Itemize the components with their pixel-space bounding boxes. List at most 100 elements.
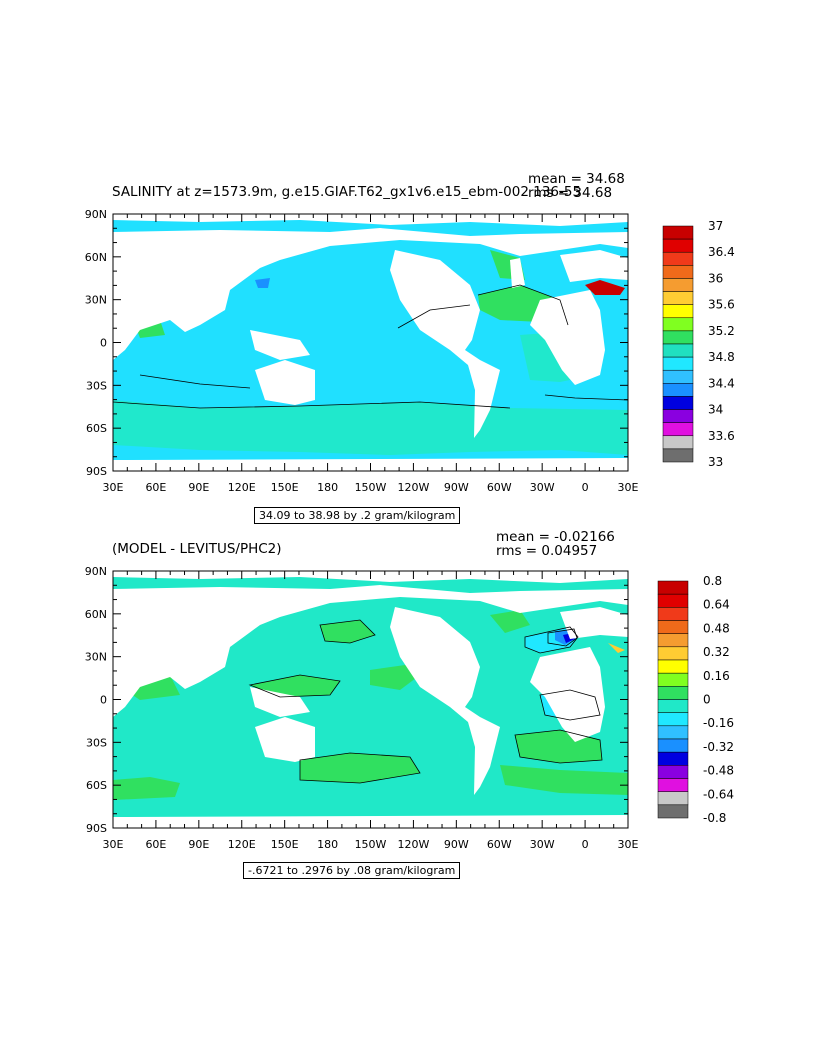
americas-land [390,250,500,438]
positive-anomaly-region [300,753,420,783]
salinity-map: 30E 60E 90E 120E 150E 180 150W 120W 90W 60W 30W 0 30… [85,208,735,494]
y-tick-label: 30S [86,379,107,392]
legend-label: 34.4 [708,376,735,390]
legend-swatch [657,580,689,595]
contour-line [397,304,471,329]
australia-land [255,360,315,405]
x-tick-label: 150E [271,481,299,494]
x-tick-label: 90W [444,838,469,851]
legend-label: -0.48 [703,764,734,778]
x-tick-label: 30E [103,838,124,851]
x-tick-label: 60W [487,481,512,494]
legend-label: 33.6 [708,429,735,443]
legend-swatch [657,646,689,661]
y-tick-label: 30N [85,294,107,307]
contour-line [524,626,579,654]
legend-swatch [657,778,689,792]
x-tick-label: 180 [317,481,338,494]
legend-swatch [662,251,694,266]
legend-label: -0.8 [703,811,726,825]
y-axis-ticks: 90N 60N 30N 0 30S 60S 90S [85,565,628,835]
x-tick-label: 90E [188,838,209,851]
x-tick-label: 0 [582,481,589,494]
y-tick-label: 60S [86,422,107,435]
africa-land [530,290,605,385]
salinity-panel: mean = 34.68 rms = 34.68 SALINITY at z=1… [0,160,818,530]
legend-label: 0.64 [703,598,730,612]
mediterranean-anomaly [608,643,625,653]
x-tick-label: 60W [487,838,512,851]
contour-line [112,401,511,409]
africa-land [530,647,605,742]
legend-label: -0.32 [703,740,734,754]
indonesia-land [250,330,310,360]
contour-line [248,674,341,698]
legend-label: -0.16 [703,716,734,730]
x-tick-label: 30E [618,838,639,851]
panel-title: SALINITY at z=1573.9m, g.e15.GIAF.T62_gx… [112,184,582,200]
positive-anomaly-region [113,777,180,800]
legend-swatch [662,448,694,463]
x-tick-label: 90W [444,481,469,494]
rms-label: rms = 34.68 [528,185,613,201]
legend-swatch [662,409,694,423]
legend-label: 34 [708,403,723,417]
legend-swatch [662,238,694,253]
x-tick-label: 60E [145,838,166,851]
x-tick-label: 150W [355,838,387,851]
indonesia-land [250,687,310,717]
legend-label: 35.2 [708,324,735,338]
mediterranean-outflow [585,280,625,295]
legend-swatch [662,383,694,397]
x-tick-label: 120E [228,838,256,851]
difference-panel: mean = -0.02166 rms = 0.04957 (MODEL - L… [0,525,818,885]
contour-line [539,689,601,721]
x-tick-label: 180 [317,838,338,851]
y-tick-label: 30N [85,651,107,664]
legend-label: -0.64 [703,787,734,801]
x-tick-label: 30W [530,481,555,494]
legend-label: 34.8 [708,350,735,364]
legend-swatch [662,291,694,305]
y-tick-label: 60N [85,251,107,264]
y-tick-label: 90S [86,822,107,835]
contour-line [514,729,603,764]
legend-label: 36 [708,271,723,285]
x-tick-label: 120E [228,481,256,494]
legend-label: 33 [708,455,723,469]
positive-anomaly-region [370,665,420,690]
y-tick-label: 90S [86,465,107,478]
y-tick-label: 0 [100,694,107,707]
x-tick-label: 0 [582,838,589,851]
x-tick-label: 90E [188,481,209,494]
legend-swatch [662,369,694,384]
legend-swatch [662,396,694,410]
x-axis-ticks: 30E 60E 90E 120E 150E 180 150W 120W 90W 60W 30W 0 30… [103,214,639,494]
legend-swatch [657,804,689,819]
legend-swatch [657,725,689,740]
australia-land [255,717,315,762]
southern-ocean-region [113,400,628,455]
y-tick-label: 90N [85,208,107,221]
legend-swatch [662,356,694,371]
mean-label: mean = -0.02166 [496,529,615,545]
legend-swatch [662,225,694,240]
positive-anomaly-region [320,620,375,643]
legend-swatch [657,712,689,727]
contour-line [477,284,569,326]
x-tick-label: 150E [271,838,299,851]
japan-sea-region [255,278,270,288]
y-axis-ticks: 90N 60N 30N 0 30S 60S 90S [85,208,628,478]
europe-land [560,250,628,282]
legend-swatch [657,751,689,766]
legend-swatch [662,422,694,437]
legend-label: 0.8 [703,574,722,588]
legend-swatch [657,593,689,608]
legend-label: 35.6 [708,298,735,312]
legend-swatch [657,659,689,674]
legend-swatch [657,633,689,648]
difference-map: 30E 60E 90E 120E 150E 180 150W 120W 90W 60W 30W 0 30… [85,565,734,851]
mean-label: mean = 34.68 [528,171,625,187]
legend-swatch [657,672,689,687]
eurasia-land [113,228,628,360]
